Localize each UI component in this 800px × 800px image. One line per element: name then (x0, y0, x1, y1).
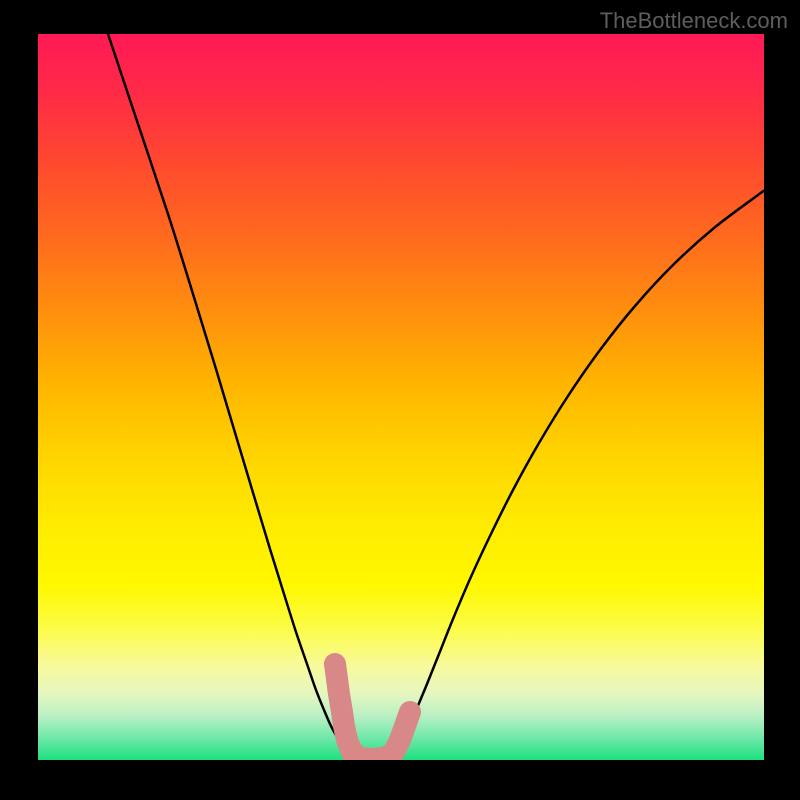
chart-plot-area (38, 34, 764, 760)
chart-svg (38, 34, 764, 760)
watermark-text: TheBottleneck.com (600, 8, 788, 34)
gradient-background (38, 34, 764, 760)
